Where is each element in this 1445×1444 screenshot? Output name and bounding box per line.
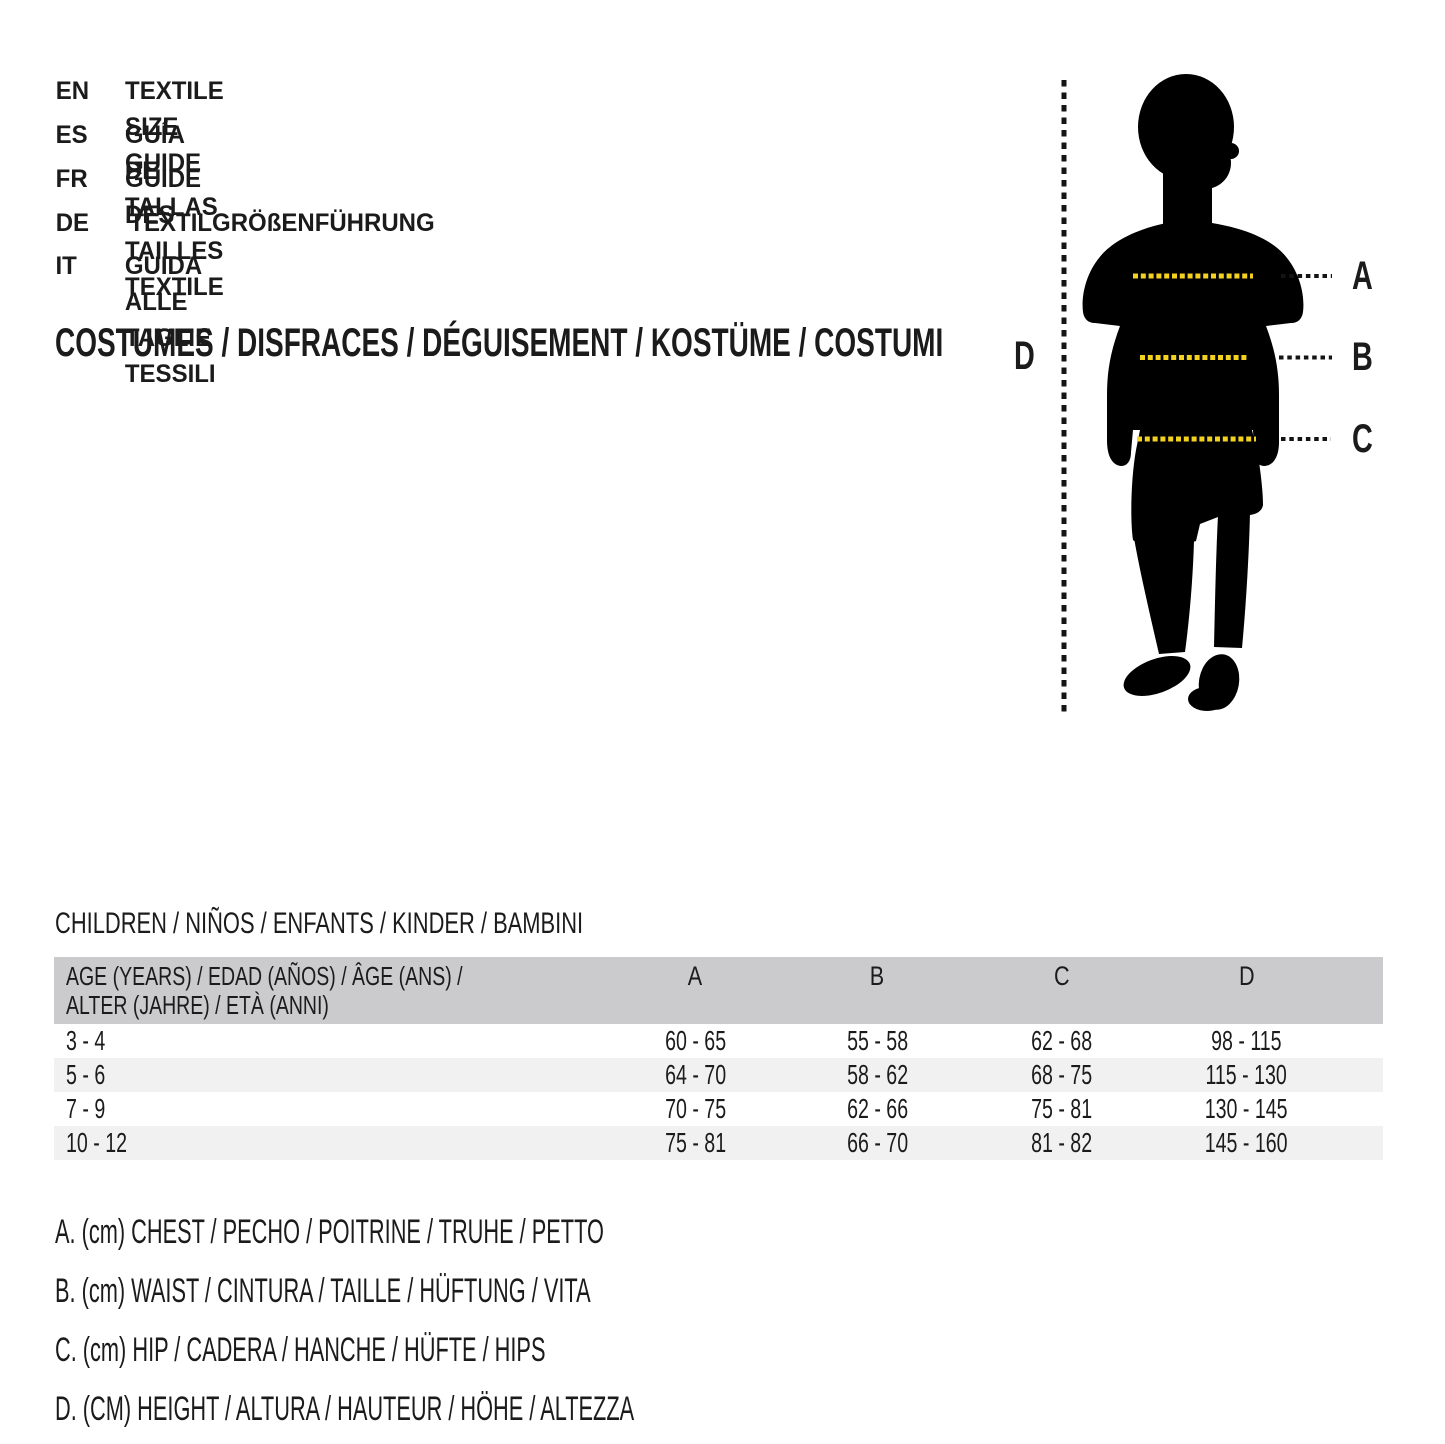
measurement-diagram	[1061, 74, 1332, 716]
header-letter-c: C	[1053, 961, 1070, 991]
age-value: 3 - 4	[66, 1025, 106, 1056]
header-cell-c: C	[968, 957, 1155, 1024]
age-value: 5 - 6	[66, 1059, 106, 1090]
hip-cell: 62 - 68	[968, 1024, 1155, 1063]
label-height-d: D	[1014, 336, 1043, 376]
height-value: 98 - 115	[1211, 1025, 1282, 1056]
waist-cell: 62 - 66	[787, 1092, 968, 1131]
header-cell-a: A	[604, 957, 787, 1024]
age-cell: 7 - 9	[54, 1092, 604, 1131]
waist-value: 55 - 58	[846, 1025, 909, 1056]
language-title: GUIDA ALLE TAGLIE TESSILI	[124, 252, 216, 388]
label-chest-a: A	[1352, 256, 1381, 296]
spacer-cell	[1338, 1126, 1383, 1165]
label-a-text: A	[1352, 254, 1373, 298]
hip-cell: 81 - 82	[968, 1126, 1155, 1165]
hip-cell: 75 - 81	[968, 1092, 1155, 1131]
table-row: 7 - 9 70 - 75 62 - 66 75 - 81 130 - 145	[54, 1092, 1383, 1126]
chest-value: 70 - 75	[664, 1093, 727, 1124]
label-waist-b: B	[1352, 337, 1381, 377]
chest-value: 75 - 81	[664, 1127, 727, 1158]
table-row: 5 - 6 64 - 70 58 - 62 68 - 75 115 - 130	[54, 1058, 1383, 1092]
waist-value: 62 - 66	[846, 1093, 909, 1124]
header-letter-d: D	[1238, 961, 1255, 991]
age-cell: 3 - 4	[54, 1024, 604, 1063]
language-title: GUÍA DE TALLAS	[124, 121, 218, 221]
header-age-line2: ALTER (JAHRE) / ETÀ (ANNI)	[66, 990, 329, 1020]
waist-cell: 58 - 62	[787, 1058, 968, 1097]
label-hip-c: C	[1352, 419, 1381, 459]
legend-hip-text: C. (cm) HIP / CADERA / HANCHE / HÜFTE / …	[55, 1331, 546, 1369]
legend-waist: B. (cm) WAIST / CINTURA / TAILLE / HÜFTU…	[55, 1271, 892, 1311]
waist-cell: 55 - 58	[787, 1024, 968, 1063]
language-title: TEXTILE SIZE GUIDE	[125, 77, 224, 177]
size-table: AGE (YEARS) / EDAD (AÑOS) / ÂGE (ANS) / …	[54, 957, 1383, 1160]
waist-cell: 66 - 70	[787, 1126, 968, 1165]
table-row: 3 - 4 60 - 65 55 - 58 62 - 68 98 - 115	[54, 1024, 1383, 1058]
chest-value: 64 - 70	[664, 1059, 727, 1090]
hip-value: 81 - 82	[1030, 1127, 1093, 1158]
header-cell-d: D	[1155, 957, 1338, 1024]
label-b-text: B	[1352, 335, 1373, 379]
legend-height-text: D. (CM) HEIGHT / ALTURA / HAUTEUR / HÖHE…	[55, 1390, 635, 1428]
table-section-title-text: CHILDREN / NIÑOS / ENFANTS / KINDER / BA…	[55, 907, 584, 940]
legend-chest: A. (cm) CHEST / PECHO / POITRINE / TRUHE…	[55, 1212, 913, 1252]
hip-value: 68 - 75	[1030, 1059, 1093, 1090]
label-d-text: D	[1014, 334, 1035, 378]
language-code: FR	[55, 165, 88, 193]
language-code: DE	[55, 209, 90, 237]
header-letter-a: A	[688, 961, 703, 991]
legend-chest-text: A. (cm) CHEST / PECHO / POITRINE / TRUHE…	[55, 1213, 604, 1251]
age-cell: 10 - 12	[54, 1126, 604, 1165]
legend-height: D. (CM) HEIGHT / ALTURA / HAUTEUR / HÖHE…	[55, 1389, 960, 1429]
height-cell: 115 - 130	[1155, 1058, 1338, 1097]
age-value: 10 - 12	[66, 1127, 128, 1158]
language-title: TEXTILGRÖßENFÜHRUNG	[129, 209, 435, 237]
table-row: 10 - 12 75 - 81 66 - 70 81 - 82 145 - 16…	[54, 1126, 1383, 1160]
category-title: COSTUMES / DISFRACES / DÉGUISEMENT / KOS…	[55, 321, 1324, 365]
legend-waist-text: B. (cm) WAIST / CINTURA / TAILLE / HÜFTU…	[55, 1272, 591, 1310]
header-cell-age: AGE (YEARS) / EDAD (AÑOS) / ÂGE (ANS) / …	[54, 957, 604, 1024]
table-section-title: CHILDREN / NIÑOS / ENFANTS / KINDER / BA…	[55, 906, 778, 942]
height-value: 145 - 160	[1205, 1127, 1288, 1158]
hip-value: 75 - 81	[1030, 1093, 1093, 1124]
header-cell-spacer	[1338, 957, 1383, 1024]
language-code: IT	[55, 252, 77, 280]
height-value: 115 - 130	[1205, 1059, 1288, 1090]
header-age-line1: AGE (YEARS) / EDAD (AÑOS) / ÂGE (ANS) /	[66, 961, 463, 991]
header-letter-b: B	[870, 961, 885, 991]
hip-cell: 68 - 75	[968, 1058, 1155, 1097]
chest-cell: 70 - 75	[604, 1092, 787, 1131]
language-code: EN	[55, 77, 90, 105]
waist-value: 58 - 62	[846, 1059, 909, 1090]
header-cell-b: B	[787, 957, 968, 1024]
chest-cell: 60 - 65	[604, 1024, 787, 1063]
height-cell: 145 - 160	[1155, 1126, 1338, 1165]
hip-value: 62 - 68	[1030, 1025, 1093, 1056]
chest-cell: 75 - 81	[604, 1126, 787, 1165]
height-cell: 130 - 145	[1155, 1092, 1338, 1131]
age-value: 7 - 9	[66, 1093, 106, 1124]
waist-value: 66 - 70	[846, 1127, 909, 1158]
height-cell: 98 - 115	[1155, 1024, 1338, 1063]
language-code: ES	[55, 121, 88, 149]
size-table-header-row: AGE (YEARS) / EDAD (AÑOS) / ÂGE (ANS) / …	[54, 957, 1383, 1024]
chest-value: 60 - 65	[664, 1025, 727, 1056]
chest-cell: 64 - 70	[604, 1058, 787, 1097]
category-title-text: COSTUMES / DISFRACES / DÉGUISEMENT / KOS…	[55, 321, 944, 365]
language-title: GUIDE DES TAILLES TEXTILE	[125, 165, 224, 301]
child-silhouette	[1082, 74, 1304, 711]
label-c-text: C	[1352, 417, 1373, 461]
age-cell: 5 - 6	[54, 1058, 604, 1097]
height-value: 130 - 145	[1205, 1093, 1288, 1124]
legend-hip: C. (cm) HIP / CADERA / HANCHE / HÜFTE / …	[55, 1330, 821, 1370]
